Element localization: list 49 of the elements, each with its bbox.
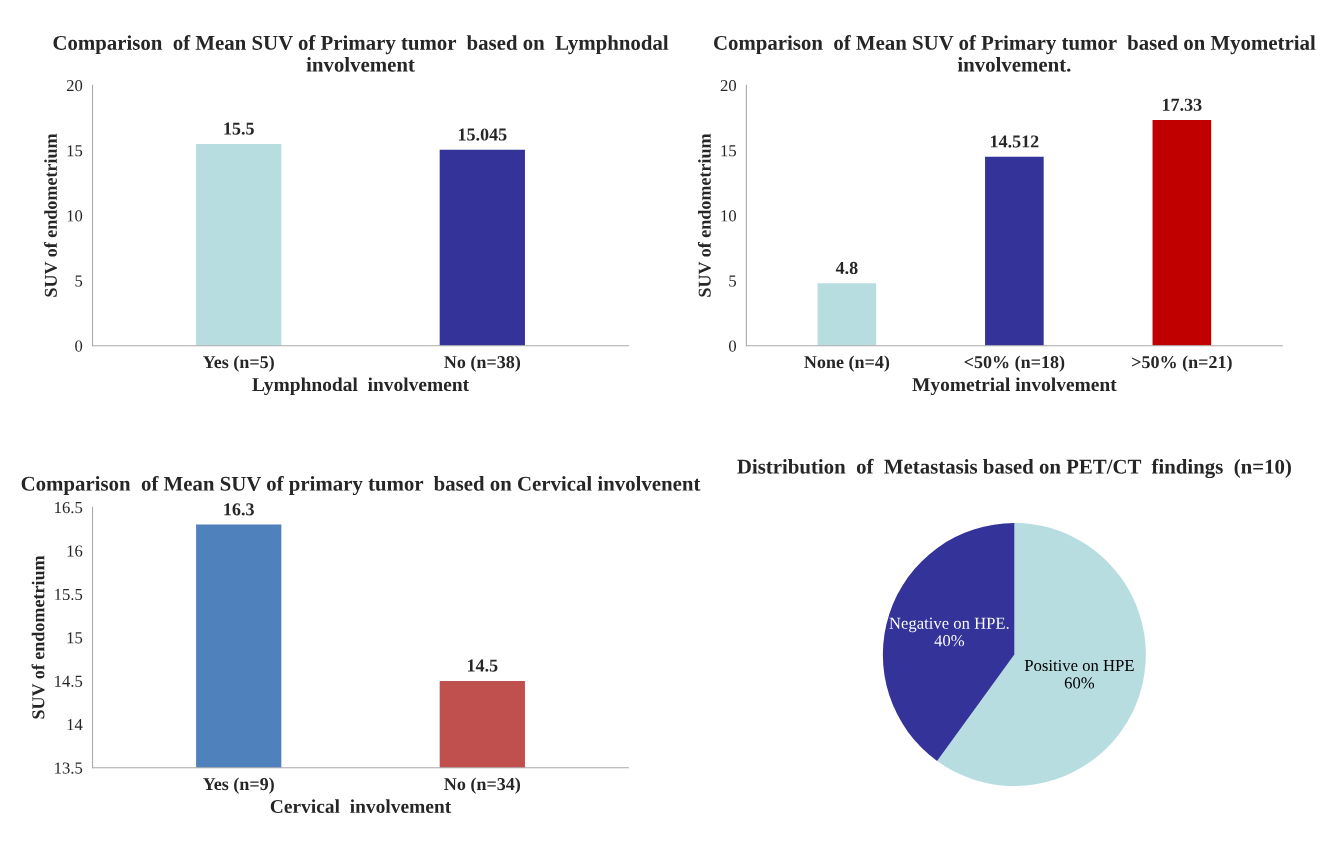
y-tick-label: 15 — [67, 632, 83, 644]
y-axis-title: SUV of endometrium — [697, 133, 711, 297]
chart-title: Distribution of Metastasis based on PET/CT findings (n=10) — [737, 458, 1291, 479]
data-label: 40% — [934, 635, 965, 647]
bar — [985, 156, 1044, 346]
chart-title: Comparison of Mean SUV of Primary tumor based on Myometrial involvement. — [713, 35, 1316, 72]
slice-label: Negative on HPE. — [889, 617, 1009, 633]
data-label: 4.8 — [835, 261, 858, 275]
pie-slice — [882, 523, 1015, 761]
y-axis-title: SUV of endometrium — [44, 133, 58, 297]
y-tick-label: 16.5 — [55, 501, 83, 514]
y-tick-label: 20 — [720, 80, 737, 92]
y-tick-label: 20 — [66, 80, 83, 92]
x-tick-label: No (n=34) — [444, 777, 521, 794]
y-tick-label: 14 — [67, 719, 83, 731]
data-label: 14.5 — [467, 659, 498, 672]
x-tick-label: Yes (n=9) — [203, 777, 274, 794]
x-axis-title: Myometrial involvement — [912, 377, 1117, 396]
bar — [817, 283, 877, 346]
data-label: 14.512 — [990, 135, 1039, 148]
y-tick-label: 0 — [728, 340, 737, 352]
x-tick-label: <50% (n=18) — [964, 355, 1065, 372]
x-tick-label: None (n=4) — [804, 355, 890, 372]
slice-label: Positive on HPE — [1024, 659, 1134, 672]
data-label: 60% — [1064, 677, 1095, 689]
data-label: 15.5 — [224, 122, 254, 135]
x-axis-title: Lymphnodal involvement — [252, 377, 470, 396]
y-tick-label: 14.5 — [55, 675, 83, 687]
y-tick-label: 5 — [75, 275, 83, 287]
y-tick-label: 13.5 — [55, 762, 83, 774]
y-tick-label: 15 — [721, 145, 737, 157]
y-tick-label: 15 — [67, 145, 83, 157]
data-label: 16.3 — [224, 503, 254, 516]
y-tick-label: 10 — [67, 210, 83, 222]
y-axis-title: SUV of endometrium — [31, 555, 45, 719]
data-label: 17.33 — [1162, 98, 1202, 111]
bar — [1152, 120, 1212, 346]
x-tick-label: Yes (n=5) — [203, 355, 274, 372]
x-tick-label: No (n=38) — [444, 355, 521, 372]
y-tick-label: 16 — [67, 545, 83, 557]
x-axis-title: Cervical involvement — [270, 799, 452, 814]
data-label: 15.045 — [458, 128, 507, 141]
y-tick-label: 5 — [729, 275, 737, 287]
x-tick-label: >50% (n=21) — [1132, 355, 1232, 372]
y-tick-label: 10 — [721, 210, 737, 222]
chart-title: Comparison of Mean SUV of primary tumor based on Cervical involvenent — [21, 475, 701, 496]
chart-title: Comparison of Mean SUV of Primary tumor based on Lymphnodal involvement — [53, 35, 669, 72]
y-tick-label: 0 — [75, 340, 83, 352]
y-tick-label: 15.5 — [55, 588, 83, 601]
